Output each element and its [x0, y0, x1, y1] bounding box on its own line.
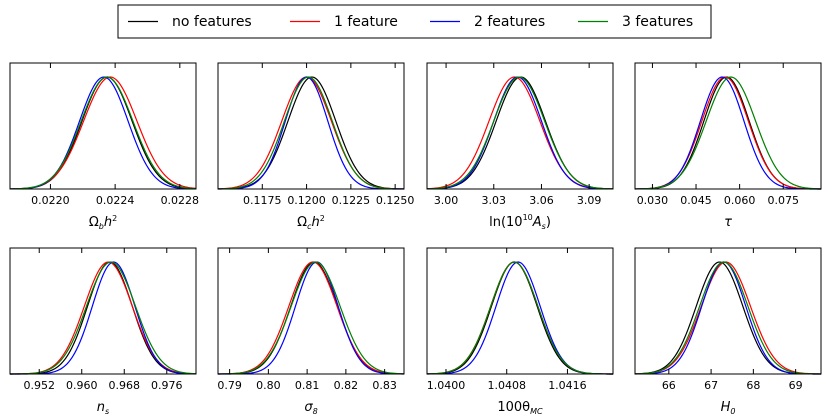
curve-ns-no-features [9, 261, 197, 375]
curve-h0-no-features [634, 261, 821, 375]
curve-h0-2-features [634, 261, 821, 375]
legend-label-3-features: 3 features [622, 14, 693, 30]
x-tick-label: 3.03 [482, 194, 507, 207]
x-tick-label: 0.045 [680, 194, 712, 207]
curve-tau-no-features [634, 76, 822, 190]
x-tick-label: 0.075 [767, 194, 799, 207]
curve-omega_c-no-features [217, 76, 405, 190]
curve-ln_as-3-features [426, 76, 614, 190]
curve-omega_b-1-feature [9, 76, 197, 190]
axes-frame [9, 62, 197, 190]
x-tick-label: 0.80 [256, 379, 281, 392]
panels: 0.0220 0.0224 0.0228 Ωbh2 0.1175 0.1200 0.1225… [9, 62, 822, 416]
x-axis-label: τ [724, 215, 732, 230]
panel-ns: 0.952 0.960 0.968 0.976 ns [9, 247, 197, 416]
panel-omega_b: 0.0220 0.0224 0.0228 Ωbh2 [9, 62, 200, 231]
panel-ln_as: 3.00 3.03 3.06 3.09 ln(1010As) [426, 62, 614, 231]
x-tick-label: 1.0416 [548, 379, 587, 392]
axes-frame [634, 247, 822, 375]
panel-h0: 66 67 68 69 H0 [634, 247, 822, 416]
x-tick-label: 0.79 [217, 379, 242, 392]
curve-ln_as-no-features [426, 76, 614, 190]
x-tick-label: 3.09 [577, 194, 602, 207]
axes-frame [217, 62, 405, 190]
curve-sigma8-1-feature [217, 261, 405, 375]
curve-sigma8-no-features [217, 261, 405, 375]
curve-theta_mc-2-features [426, 261, 613, 375]
x-tick-label: 0.1250 [376, 194, 415, 207]
legend-label-1-feature: 1 feature [334, 14, 398, 30]
x-tick-label: 0.0228 [161, 194, 200, 207]
x-tick-label: 0.0224 [96, 194, 135, 207]
curve-omega_c-3-features [217, 76, 405, 190]
x-tick-label: 3.00 [434, 194, 459, 207]
curve-theta_mc-no-features [426, 261, 613, 375]
x-tick-label: 1.0400 [427, 379, 466, 392]
curve-h0-1-feature [634, 261, 822, 375]
curve-tau-2-features [634, 76, 822, 190]
axes-frame [634, 62, 822, 190]
curve-ns-1-feature [9, 261, 197, 375]
legend: no features 1 feature 2 features 3 featu… [117, 4, 712, 39]
x-tick-label: 0.0220 [31, 194, 70, 207]
curve-theta_mc-1-feature [426, 261, 613, 375]
x-tick-label: 0.968 [109, 379, 141, 392]
curve-ns-3-features [9, 261, 197, 375]
x-axis-label: ln(1010As) [489, 213, 551, 231]
panel-theta_mc: 1.0400 1.0408 1.0416 100θMC [426, 247, 614, 416]
curve-tau-3-features [634, 76, 822, 190]
curve-ln_as-1-feature [426, 76, 614, 190]
x-tick-label: 0.81 [295, 379, 320, 392]
x-tick-label: 3.06 [529, 194, 554, 207]
curve-omega_b-3-features [9, 76, 197, 190]
x-axis-label: Ωbh2 [89, 214, 117, 231]
curve-omega_b-2-features [9, 76, 197, 190]
curve-ln_as-2-features [426, 76, 614, 190]
x-tick-label: 0.82 [334, 379, 359, 392]
curve-omega_b-no-features [9, 76, 197, 190]
x-tick-label: 0.1200 [287, 194, 326, 207]
legend-label-no-features: no features [172, 14, 252, 30]
curve-sigma8-2-features [218, 261, 404, 375]
x-tick-label: 66 [662, 379, 676, 392]
x-tick-label: 69 [789, 379, 803, 392]
x-axis-label: 100θMC [497, 400, 543, 416]
curve-theta_mc-3-features [426, 261, 613, 375]
axes-frame [9, 247, 197, 375]
curve-sigma8-3-features [217, 261, 405, 375]
x-tick-label: 0.952 [23, 379, 55, 392]
x-tick-label: 68 [746, 379, 760, 392]
x-tick-label: 67 [704, 379, 718, 392]
x-tick-label: 0.030 [637, 194, 669, 207]
panel-tau: 0.030 0.045 0.060 0.075 τ [634, 62, 822, 230]
x-tick-label: 0.960 [66, 379, 98, 392]
panel-sigma8: 0.79 0.80 0.81 0.82 0.83 σ8 [217, 247, 405, 416]
x-axis-label: Ωch2 [297, 214, 325, 231]
curve-ns-2-features [10, 261, 197, 375]
legend-frame [117, 4, 712, 39]
x-tick-label: 0.976 [151, 379, 183, 392]
axes-frame [426, 247, 614, 375]
x-tick-label: 0.1225 [332, 194, 371, 207]
curve-tau-1-feature [634, 76, 822, 190]
x-tick-label: 0.060 [724, 194, 756, 207]
x-tick-label: 1.0408 [487, 379, 526, 392]
x-tick-label: 0.83 [372, 379, 397, 392]
panel-omega_c: 0.1175 0.1200 0.1225 0.1250 Ωch2 [217, 62, 415, 231]
x-axis-label: H0 [721, 400, 736, 416]
x-axis-label: ns [97, 400, 109, 416]
curve-h0-3-features [634, 261, 822, 375]
axes-frame [217, 247, 405, 375]
x-axis-label: σ8 [304, 400, 317, 416]
legend-label-2-features: 2 features [474, 14, 545, 30]
curve-omega_c-1-feature [217, 76, 405, 190]
curve-omega_c-2-features [217, 76, 404, 190]
x-tick-label: 0.1175 [243, 194, 282, 207]
axes-frame [426, 62, 614, 190]
